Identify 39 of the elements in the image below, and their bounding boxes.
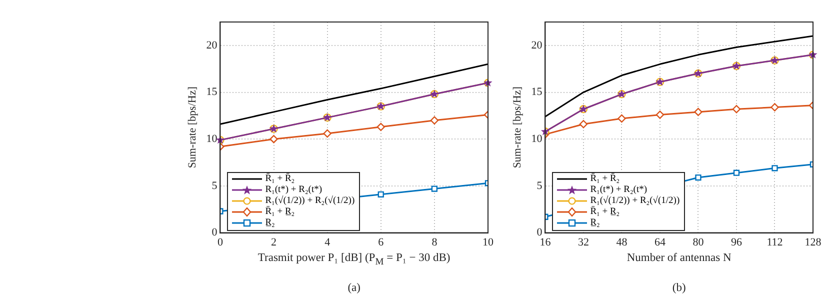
legend-label: R₁(t*) + R₂(t*) bbox=[265, 184, 322, 196]
x-tick-label: 48 bbox=[616, 236, 628, 248]
y-tick-label: 5 bbox=[536, 180, 543, 192]
y-tick-label: 5 bbox=[212, 180, 218, 192]
x-tick-label: 4 bbox=[324, 236, 331, 248]
x-tick-label: 6 bbox=[378, 236, 384, 248]
y-tick-label: 10 bbox=[531, 133, 543, 145]
x-tick-label: 112 bbox=[766, 236, 783, 248]
legend-label: R̄₁ + R̄₂ bbox=[265, 174, 295, 185]
y-tick-label: 0 bbox=[212, 226, 218, 239]
legend-label: R̄₁ + R̲₂ bbox=[590, 206, 620, 218]
y-tick-label: 10 bbox=[206, 133, 218, 145]
legend-label: R₁(√(1/2)) + R₂(√(1/2)) bbox=[590, 196, 680, 206]
legend-label: R̄₁ + R̲₂ bbox=[265, 206, 295, 218]
x-axis-title: Number of antennas N bbox=[626, 252, 732, 264]
x-tick-label: 80 bbox=[692, 236, 704, 248]
y-tick-label: 15 bbox=[206, 86, 218, 98]
y-axis-title: Sum-rate [bps/Hz] bbox=[186, 86, 198, 168]
x-axis-title: Trasmit power P₁ [dB] (P$_{M}$ = P₁ − 30 dB) bbox=[256, 252, 452, 268]
legend-label: R₁(√(1/2)) + R₂(√(1/2)) bbox=[265, 196, 355, 206]
x-tick-label: 10 bbox=[482, 236, 494, 248]
legend-label: R̄₁ + R̄₂ bbox=[590, 174, 620, 185]
x-tick-label: 128 bbox=[804, 236, 822, 248]
x-tick-label: 32 bbox=[578, 236, 589, 248]
y-tick-label: 20 bbox=[206, 39, 218, 52]
x-tick-label: 8 bbox=[432, 236, 438, 248]
y-axis-title: Sum-rate [bps/Hz] bbox=[511, 86, 524, 168]
legend-label: R₁(t*) + R₂(t*) bbox=[590, 184, 648, 196]
x-tick-label: 64 bbox=[654, 236, 666, 248]
legend-label: R̲₂ bbox=[590, 218, 600, 229]
legend-label: R̲₂ bbox=[265, 218, 275, 229]
x-tick-label: 2 bbox=[271, 236, 277, 248]
x-tick-label: 96 bbox=[730, 236, 742, 248]
y-tick-label: 15 bbox=[531, 86, 543, 98]
x-tick-label: 16 bbox=[540, 236, 552, 248]
text: (a) bbox=[346, 282, 362, 294]
y-tick-label: 20 bbox=[531, 39, 543, 52]
text: (b) bbox=[671, 282, 687, 294]
y-tick-label: 0 bbox=[536, 226, 543, 239]
